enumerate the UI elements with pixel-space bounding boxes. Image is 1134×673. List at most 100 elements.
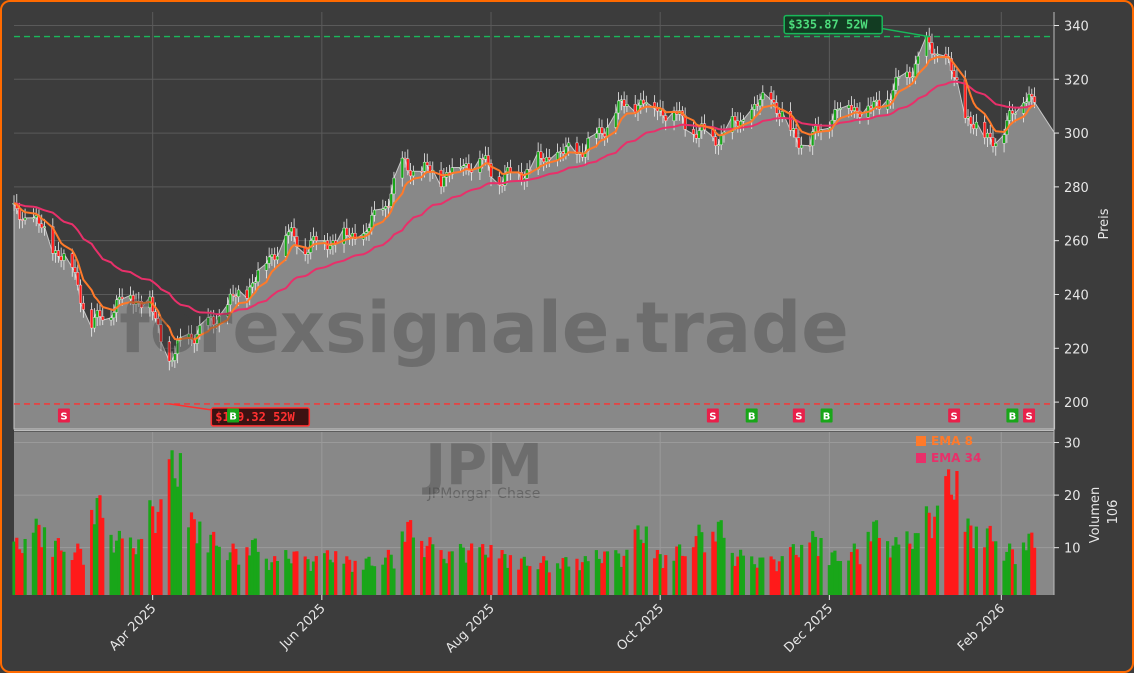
candle-body [983,121,987,138]
candle-body [275,256,279,261]
price-tick-label: 200 [1064,396,1089,411]
candle-body [1033,96,1037,103]
volume-bar [303,556,307,595]
volume-bar [966,518,970,595]
candle-body [159,324,163,342]
buy-signal [1006,408,1019,423]
volume-bar [755,567,759,595]
candle-body [897,77,901,79]
candle-body [62,253,66,261]
volume-bar [730,552,734,595]
volume-bar [827,565,831,595]
volume-bar [694,536,698,595]
volume-bar [866,531,870,595]
volume-bar [189,512,194,595]
volume-bar [228,552,232,595]
volume-bar [886,541,890,595]
volume-bar [192,519,196,595]
volume-bar [1008,543,1012,595]
candle-body [167,341,171,362]
volume-bar [101,517,105,595]
candle-body [800,145,804,149]
candle-body [90,309,94,329]
candle-body [949,58,953,71]
candle-body [836,109,840,111]
volume-bar [167,459,171,595]
volume-bar [1030,532,1034,595]
volume-bar [284,550,288,595]
volume-bar [700,532,704,595]
volume-bar [367,556,371,595]
volume-bar [17,549,22,595]
candle-body [544,157,548,163]
volume-bar [206,552,210,595]
candle-body [314,236,318,241]
candle-body [251,282,255,288]
volume-bar [464,562,468,595]
volume-bar [37,524,41,595]
candle-body [289,227,293,233]
volume-bar [894,537,898,595]
candle-body [353,233,357,240]
candle-body [869,105,873,109]
volume-bar [178,453,182,595]
x-tick-label: Aug 2025 [443,601,498,656]
candle-body [597,127,601,134]
volume-bar [733,565,737,595]
candle-body [461,165,465,168]
volume-bar [849,551,854,595]
volume-bar [1013,564,1017,595]
volume-bar [350,571,354,595]
volume-bar [661,568,665,595]
volume-bar [92,524,97,595]
volume-bar [819,538,823,595]
candle-body [20,219,24,221]
legend-entry: EMA 8 [931,434,973,448]
volume-bar [497,558,501,595]
candle-body [985,132,989,138]
volume-bar [594,550,598,595]
candle-body [409,170,413,177]
volume-bar [711,531,715,595]
volume-bar [619,566,623,595]
volume-bar [406,521,410,595]
candle-body [561,151,565,154]
volume-bar [20,553,24,595]
candle-body [486,155,490,164]
volume-bar [697,524,701,595]
volume-bar [952,499,956,595]
volume-bar [156,511,160,595]
volume-bar [450,551,454,595]
volume-bar [794,554,798,595]
x-tick-label: Feb 2026 [955,601,1008,654]
candle-body [1002,134,1006,144]
volume-bar [470,543,474,595]
candle-body [808,145,812,147]
volume-bar [985,528,990,595]
ticker-subtitle: JPMorgan Chase [427,486,541,502]
candle-body [813,125,817,132]
volume-bar [23,538,27,595]
volume-bar [874,520,879,595]
candle-body [750,109,754,120]
volume-bar [40,547,44,595]
volume-bar [974,526,978,595]
candle-body [1024,101,1028,104]
candle-body [483,155,487,160]
annotation-arrow [882,27,930,38]
volume-bar [833,550,837,595]
volume-bar [400,531,404,595]
sell-signal [792,408,805,423]
candle-body [400,157,404,179]
volume-bar [314,556,318,595]
volume-bar [971,548,976,595]
volume-bar [542,556,546,595]
volume-bar [347,559,352,595]
candle-body [284,235,288,257]
candle-body [381,208,385,211]
volume-bar [716,521,721,595]
volume-bar [345,556,349,595]
price-tick-label: 340 [1064,19,1089,34]
volume-bar [306,559,310,595]
